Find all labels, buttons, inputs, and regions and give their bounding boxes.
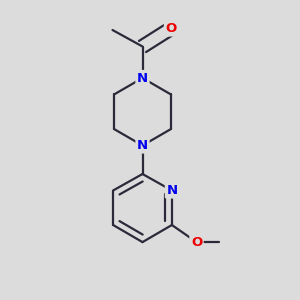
- Text: O: O: [191, 236, 202, 249]
- Text: N: N: [137, 71, 148, 85]
- Text: N: N: [166, 184, 178, 197]
- Text: O: O: [165, 22, 177, 35]
- Text: N: N: [137, 139, 148, 152]
